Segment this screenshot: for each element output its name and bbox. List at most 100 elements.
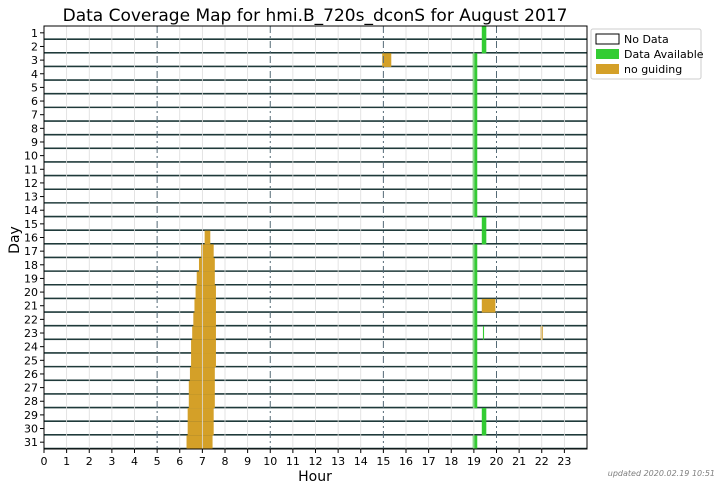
y-tick-label: 15 [24, 218, 38, 231]
coverage-bar-day30-noguiding [187, 421, 214, 436]
coverage-bar-day25-noguiding [191, 353, 216, 368]
y-tick-label: 14 [24, 204, 38, 217]
coverage-bar-day4-available [472, 66, 478, 81]
y-tick-label: 8 [31, 122, 38, 135]
coverage-bar-day16-noguiding [204, 230, 211, 245]
legend-label-none: No Data [624, 33, 669, 46]
legend-swatch-available [596, 49, 619, 59]
y-tick-label: 26 [24, 368, 38, 381]
coverage-bar-day3-available [472, 53, 478, 67]
coverage-bar-day17-available [472, 244, 478, 258]
x-tick-label: 16 [399, 455, 413, 468]
x-tick-label: 9 [244, 455, 251, 468]
y-tick-label: 23 [24, 327, 38, 340]
y-axis-label: Day [7, 226, 23, 254]
y-tick-label: 27 [24, 382, 38, 395]
x-tick-label: 11 [286, 455, 300, 468]
y-tick-label: 20 [24, 286, 38, 299]
coverage-bar-day15-available [481, 217, 487, 231]
y-tick-label: 10 [24, 150, 38, 163]
coverage-bar-day20-available [472, 285, 478, 299]
y-tick-label: 9 [31, 136, 38, 149]
coverage-bar-day27-available [472, 380, 478, 395]
x-tick-label: 15 [376, 455, 390, 468]
x-tick-label: 17 [422, 455, 436, 468]
coverage-bar-day23-available [472, 326, 478, 340]
coverage-bar-day17-noguiding [201, 244, 214, 258]
x-tick-label: 8 [222, 455, 229, 468]
coverage-bar-day26-available [472, 367, 478, 381]
y-tick-label: 7 [31, 109, 38, 122]
legend-label-available: Data Available [624, 48, 704, 61]
legend-label-noguiding: no guiding [624, 63, 682, 76]
coverage-bar-day12-available [472, 176, 478, 190]
x-tick-label: 23 [557, 455, 571, 468]
coverage-bar-day29-available [481, 408, 487, 422]
coverage-bar-day18-available [472, 257, 478, 272]
x-tick-label: 10 [263, 455, 277, 468]
x-tick-label: 7 [199, 455, 206, 468]
x-tick-label: 0 [41, 455, 48, 468]
y-tick-label: 13 [24, 191, 38, 204]
legend-swatch-noguiding [596, 64, 619, 74]
y-tick-label: 24 [24, 341, 38, 354]
coverage-bar-day11-available [472, 162, 478, 177]
y-tick-label: 6 [31, 95, 38, 108]
coverage-bar-day28-available [472, 394, 478, 409]
y-tick-label: 28 [24, 395, 38, 408]
y-axis-ticks: 1234567891011121314151617181920212223242… [24, 27, 44, 449]
y-tick-label: 29 [24, 409, 38, 422]
x-tick-label: 19 [467, 455, 481, 468]
y-tick-label: 21 [24, 300, 38, 313]
coverage-bar-day24-available [472, 339, 478, 354]
coverage-bar-day23-available [482, 326, 485, 340]
y-tick-label: 18 [24, 259, 38, 272]
x-tick-label: 5 [154, 455, 161, 468]
x-tick-label: 20 [490, 455, 504, 468]
y-tick-label: 31 [24, 436, 38, 449]
coverage-bar-day6-available [472, 94, 478, 108]
coverage-bar-day29-noguiding [187, 408, 214, 422]
y-tick-label: 1 [31, 27, 38, 40]
coverage-bar-day7-available [472, 107, 478, 122]
coverage-bar-day21-available [472, 298, 478, 313]
y-tick-label: 22 [24, 313, 38, 326]
y-tick-label: 5 [31, 81, 38, 94]
chart-title: Data Coverage Map for hmi.B_720s_dconS f… [63, 6, 568, 26]
coverage-bar-day31-noguiding [186, 435, 213, 449]
coverage-bar-day31-available [472, 435, 478, 449]
x-tick-label: 2 [86, 455, 93, 468]
y-tick-label: 2 [31, 40, 38, 53]
y-tick-label: 17 [24, 245, 38, 258]
coverage-bar-day2-available [481, 39, 487, 54]
x-tick-label: 4 [131, 455, 138, 468]
x-tick-label: 13 [331, 455, 345, 468]
coverage-bar-day21-noguiding [194, 298, 216, 313]
coverage-bar-day30-available [481, 421, 487, 436]
coverage-bar-day19-noguiding [196, 271, 215, 286]
x-tick-label: 14 [354, 455, 368, 468]
x-tick-label: 6 [176, 455, 183, 468]
x-tick-label: 12 [309, 455, 323, 468]
y-tick-label: 12 [24, 177, 38, 190]
coverage-bar-day21-noguiding [481, 298, 496, 313]
update-timestamp: updated 2020.02.19 10:51 [608, 469, 715, 478]
coverage-bars [186, 26, 543, 449]
x-tick-label: 22 [535, 455, 549, 468]
coverage-bar-day28-noguiding [188, 394, 215, 409]
y-tick-label: 25 [24, 354, 38, 367]
coverage-bar-day23-noguiding [192, 326, 216, 340]
coverage-bar-day24-noguiding [191, 339, 216, 354]
y-tick-label: 30 [24, 423, 38, 436]
coverage-bar-day9-available [472, 135, 478, 149]
y-tick-label: 19 [24, 272, 38, 285]
x-axis-label: Hour [298, 469, 332, 485]
legend-swatch-none [595, 33, 620, 45]
legend: No Data Data Available no guiding [590, 28, 704, 80]
coverage-bar-day14-available [472, 203, 478, 218]
coverage-bar-day5-available [472, 80, 478, 95]
coverage-bar-day27-noguiding [188, 380, 215, 395]
coverage-bar-day3-noguiding [382, 53, 392, 67]
y-tick-label: 3 [31, 54, 38, 67]
coverage-bar-day22-noguiding [193, 312, 216, 327]
